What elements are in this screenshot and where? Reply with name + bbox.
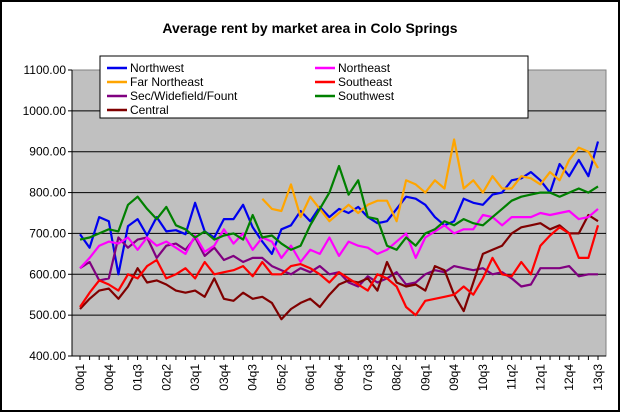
y-tick-label: 1100.00 xyxy=(24,63,67,77)
series-line-northwest xyxy=(79,141,600,276)
legend: Northwest Northeast Far Northeast Southeast… xyxy=(99,55,529,119)
series-line-central xyxy=(79,213,599,321)
y-tick-label: 700.00 xyxy=(29,226,66,240)
x-tick-label: 12q4 xyxy=(562,364,576,391)
x-tick-label: 01q3 xyxy=(131,364,145,391)
x-tick-label: 06q1 xyxy=(303,364,317,391)
series-lines xyxy=(79,138,600,321)
x-tick-label: 03q1 xyxy=(188,364,202,391)
series-line-southeast xyxy=(79,224,600,317)
series-line-far-northeast xyxy=(261,138,599,223)
legend-label: Northwest xyxy=(130,61,185,75)
x-tick-label: 06q4 xyxy=(332,364,346,391)
x-tick-label: 13q3 xyxy=(591,364,605,391)
series-line-southwest xyxy=(79,164,599,251)
x-tick-label: 07q3 xyxy=(361,364,375,391)
x-tick-label: 02q2 xyxy=(159,364,173,391)
legend-label: Northeast xyxy=(338,61,391,75)
legend-label: Southeast xyxy=(338,75,393,89)
y-tick-label: 500.00 xyxy=(29,308,66,322)
series-line-northeast xyxy=(79,208,599,269)
x-tick-label: 09q1 xyxy=(418,364,432,391)
x-tick-label: 12q1 xyxy=(533,364,547,391)
y-tick-label: 900.00 xyxy=(29,145,66,159)
y-tick-label: 400.00 xyxy=(29,349,66,363)
x-tick-label: 10q3 xyxy=(476,364,490,391)
legend-label: Southwest xyxy=(338,89,395,103)
legend-label: Central xyxy=(130,103,169,117)
y-axis: 400.00 500.00 600.00 700.00 800.00 900.00 1000… xyxy=(23,63,73,363)
x-tick-label: 00q1 xyxy=(73,364,87,391)
chart-title: Average rent by market area in Colo Spri… xyxy=(162,20,457,36)
x-tick-label: 00q4 xyxy=(102,364,116,391)
x-tick-label: 08q2 xyxy=(390,364,404,391)
legend-label: Far Northeast xyxy=(130,75,204,89)
x-tick-label: 05q2 xyxy=(274,364,288,391)
x-tick-label: 03q4 xyxy=(217,364,231,391)
y-tick-label: 800.00 xyxy=(29,186,66,200)
legend-label: Sec/Widefield/Fount xyxy=(130,89,238,103)
x-tick-label: 09q4 xyxy=(447,364,461,391)
x-axis: 00q1 00q4 01q3 02q2 03q1 03q4 04q3 05q2 06q1 06q4… xyxy=(72,355,606,391)
x-tick-label: 04q3 xyxy=(246,364,260,391)
legend-box xyxy=(99,55,529,119)
x-tick-label: 11q2 xyxy=(505,364,519,390)
y-tick-label: 600.00 xyxy=(29,267,66,281)
y-tick-label: 1000.00 xyxy=(23,104,67,118)
